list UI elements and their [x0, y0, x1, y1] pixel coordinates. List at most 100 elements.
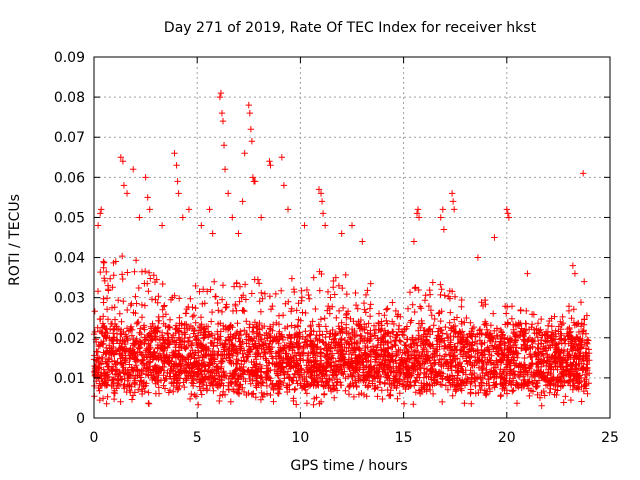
axis-ticks: [93, 56, 611, 419]
outlier-point: [206, 206, 213, 213]
chart-title: Day 271 of 2019, Rate Of TEC Index for r…: [164, 20, 537, 36]
outlier-point: [524, 270, 531, 277]
outlier-point: [415, 214, 423, 221]
outlier-point: [449, 198, 457, 205]
outlier-point: [440, 226, 448, 233]
y-tick-label: 0.02: [54, 331, 85, 347]
outlier-point: [503, 206, 510, 213]
outlier-point: [318, 198, 326, 205]
outlier-point: [221, 166, 229, 173]
outlier-point: [448, 190, 456, 197]
outlier-point: [284, 206, 292, 213]
outlier-point: [158, 222, 166, 229]
outlier-point: [224, 190, 232, 197]
outlier-point: [117, 154, 125, 161]
outlier-point: [216, 93, 224, 101]
outlier-point: [491, 234, 498, 241]
outlier-point: [317, 190, 325, 197]
outlier-point: [505, 214, 513, 221]
outlier-point: [410, 238, 418, 245]
outlier-point: [96, 210, 104, 217]
y-tick-label: 0.05: [54, 210, 85, 226]
outlier-point: [185, 206, 193, 213]
outlier-point: [229, 214, 236, 221]
outlier-point: [301, 222, 308, 229]
outlier-point: [119, 158, 127, 165]
outlier-point: [171, 150, 178, 157]
outlier-point: [247, 126, 255, 133]
data-points: [90, 89, 593, 409]
point-cloud: [90, 252, 593, 409]
outlier-point: [245, 101, 252, 109]
outlier-point: [413, 210, 421, 217]
outlier-point: [280, 182, 288, 189]
x-tick-label: 5: [193, 430, 202, 446]
outlier-point: [146, 206, 153, 213]
y-tick-label: 0.04: [54, 251, 85, 267]
y-tick-label: 0.03: [54, 291, 85, 307]
outlier-point: [278, 154, 286, 161]
outlier-point: [219, 117, 227, 125]
outlier-point: [267, 162, 274, 169]
outlier-point: [142, 174, 149, 181]
outlier-point: [474, 254, 482, 261]
outlier-point: [319, 210, 327, 217]
outlier-point: [338, 230, 345, 237]
outlier-point: [235, 230, 242, 237]
outlier-point: [198, 222, 205, 229]
y-tick-label: 0.09: [54, 50, 85, 66]
outlier-point: [217, 89, 225, 97]
outlier-point: [246, 109, 254, 117]
outlier-point: [174, 178, 181, 185]
x-tick-label: 25: [601, 430, 619, 446]
outlier-point: [257, 214, 265, 221]
outlier-point: [348, 222, 356, 229]
x-tick-label: 15: [395, 430, 413, 446]
y-tick-label: 0: [76, 411, 85, 427]
x-tick-label: 20: [498, 430, 516, 446]
outlier-point: [359, 238, 366, 245]
outlier-point: [249, 174, 257, 181]
y-tick-labels: 0 0.01 0.02 0.03 0.04 0.05 0.06 0.07 0.08 0.09: [54, 50, 85, 427]
outlier-point: [569, 262, 577, 269]
outlier-point: [450, 206, 458, 213]
outlier-point: [439, 206, 447, 213]
y-tick-label: 0.01: [54, 371, 85, 387]
outlier-point: [136, 214, 143, 221]
outlier-point: [220, 142, 228, 149]
outlier-point: [251, 178, 259, 185]
outlier-point: [581, 278, 588, 285]
x-tick-label: 0: [90, 430, 99, 446]
outlier-point: [94, 222, 102, 229]
outlier-point: [437, 214, 444, 221]
outlier-point: [579, 170, 587, 177]
outlier-point: [248, 138, 256, 145]
outlier-point: [130, 166, 137, 173]
outlier-point: [209, 230, 216, 237]
outlier-point: [504, 210, 512, 217]
outlier-point: [173, 162, 180, 169]
y-axis-title: ROTI / TECUs: [7, 194, 23, 286]
outlier-point: [414, 206, 422, 213]
outlier-point: [266, 158, 273, 165]
outlier-point: [144, 194, 151, 201]
y-tick-label: 0.06: [54, 170, 85, 186]
outlier-point: [120, 182, 128, 189]
outlier-point: [123, 190, 131, 197]
x-axis-title: GPS time / hours: [290, 458, 407, 474]
x-tick-labels: 0 5 10 15 20 25: [90, 430, 619, 446]
y-tick-label: 0.07: [54, 130, 85, 146]
outlier-point: [175, 190, 182, 197]
outlier-point: [179, 214, 186, 221]
outlier-point: [239, 198, 246, 205]
outlier-point: [315, 186, 323, 193]
outlier-point: [98, 206, 105, 213]
plot-frame: [93, 56, 611, 419]
x-tick-label: 10: [291, 430, 309, 446]
outlier-point: [321, 222, 329, 229]
y-tick-label: 0.08: [54, 90, 85, 106]
outlier-point: [571, 270, 579, 277]
outlier-point: [218, 109, 226, 117]
outlier-point: [241, 150, 248, 157]
